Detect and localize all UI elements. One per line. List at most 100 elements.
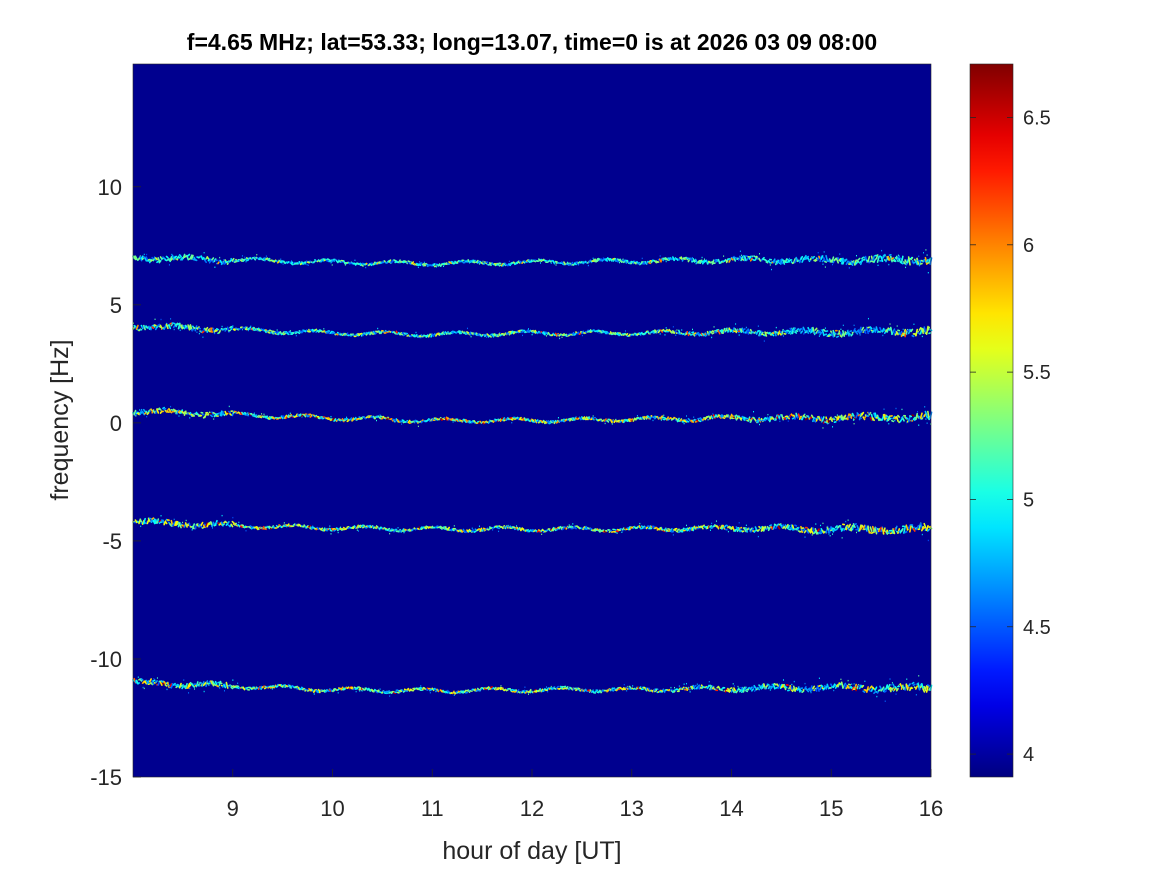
y-tick-label: 10 [98, 175, 122, 200]
trace-segment [354, 687, 355, 688]
colorbar-tick-label: 4.5 [1023, 617, 1051, 639]
trace-segment [741, 688, 742, 690]
y-tick-label: -10 [90, 647, 122, 672]
trace-segment [489, 421, 490, 423]
trace-segment [269, 526, 270, 527]
trace-segment [490, 336, 491, 337]
x-tick-label: 12 [520, 796, 544, 821]
trace-segment [278, 261, 279, 263]
trace-segment [656, 528, 657, 529]
trace-segment [421, 421, 422, 423]
trace-segment [362, 525, 363, 526]
trace-segment [912, 683, 913, 684]
colorbar-tick-label: 6 [1023, 235, 1034, 257]
trace-segment [729, 690, 730, 691]
trace-segment [404, 335, 405, 336]
trace-segment [473, 530, 474, 532]
trace-segment [408, 529, 409, 530]
trace-segment [226, 413, 227, 414]
trace-segment [694, 686, 695, 687]
chart-title: f=4.65 MHz; lat=53.33; long=13.07, time=… [187, 29, 877, 55]
trace-segment [648, 416, 649, 417]
trace-segment [242, 259, 243, 260]
trace-segment [839, 419, 840, 420]
trace-segment [793, 418, 794, 419]
trace-segment [727, 525, 728, 526]
trace-segment [333, 418, 334, 419]
trace-segment [395, 333, 396, 334]
trace-segment [171, 258, 172, 260]
trace-segment [404, 262, 405, 263]
trace-segment [212, 258, 213, 260]
colorbar-tick-label: 6.5 [1023, 107, 1051, 129]
trace-segment [910, 416, 911, 417]
trace-segment [730, 688, 731, 689]
trace-segment [514, 527, 515, 528]
trace-segment [687, 530, 688, 531]
trace-segment [770, 686, 771, 687]
trace-segment [728, 259, 729, 260]
trace-segment [466, 420, 467, 421]
trace-segment [152, 327, 153, 328]
trace-segment [153, 680, 154, 681]
trace-segment [742, 259, 743, 260]
trace-segment [394, 260, 395, 261]
trace-segment [296, 686, 297, 687]
trace-segment [240, 328, 241, 329]
trace-segment [680, 530, 681, 531]
trace-segment [814, 420, 815, 421]
trace-segment [715, 332, 716, 333]
trace-segment [830, 334, 831, 335]
trace-segment [834, 685, 835, 686]
trace-segment [152, 518, 153, 519]
x-tick-label: 13 [620, 796, 644, 821]
trace-segment [155, 325, 156, 326]
trace-segment [527, 530, 528, 531]
trace-segment [342, 529, 343, 530]
trace-segment [602, 530, 603, 531]
trace-segment [188, 255, 189, 256]
trace-segment [232, 522, 233, 523]
trace-segment [900, 258, 901, 259]
trace-segment [158, 324, 159, 325]
trace-segment [862, 686, 863, 688]
trace-segment [328, 259, 329, 260]
trace-segment [821, 685, 822, 686]
trace-segment [478, 688, 479, 690]
trace-segment [181, 685, 182, 686]
trace-segment [193, 686, 194, 687]
trace-segment [874, 692, 875, 693]
trace-segment [578, 688, 579, 689]
trace-segment [678, 529, 679, 530]
trace-segment [542, 530, 543, 531]
trace-segment [811, 417, 812, 418]
trace-segment [418, 529, 419, 530]
trace-segment [241, 260, 242, 261]
trace-segment [892, 688, 893, 689]
trace-segment [667, 530, 668, 531]
trace-segment [144, 410, 145, 412]
trace-segment [395, 529, 396, 530]
trace-segment [472, 531, 473, 532]
trace-segment [383, 691, 384, 692]
trace-segment [834, 333, 835, 334]
trace-segment [678, 333, 679, 334]
trace-segment [290, 332, 291, 333]
trace-segment [304, 415, 305, 417]
trace-segment [380, 418, 381, 419]
trace-segment [788, 331, 789, 332]
trace-segment [214, 685, 215, 686]
trace-segment [869, 690, 870, 691]
trace-segment [686, 528, 687, 529]
trace-segment [198, 414, 199, 415]
trace-segment [208, 259, 209, 261]
trace-segment [315, 329, 316, 330]
trace-segment [141, 679, 142, 680]
trace-segment [174, 325, 175, 327]
trace-segment [246, 259, 247, 260]
trace-segment [667, 259, 668, 260]
trace-segment [837, 336, 838, 337]
trace-segment [836, 526, 837, 527]
trace-segment [699, 421, 700, 422]
trace-segment [159, 261, 160, 263]
